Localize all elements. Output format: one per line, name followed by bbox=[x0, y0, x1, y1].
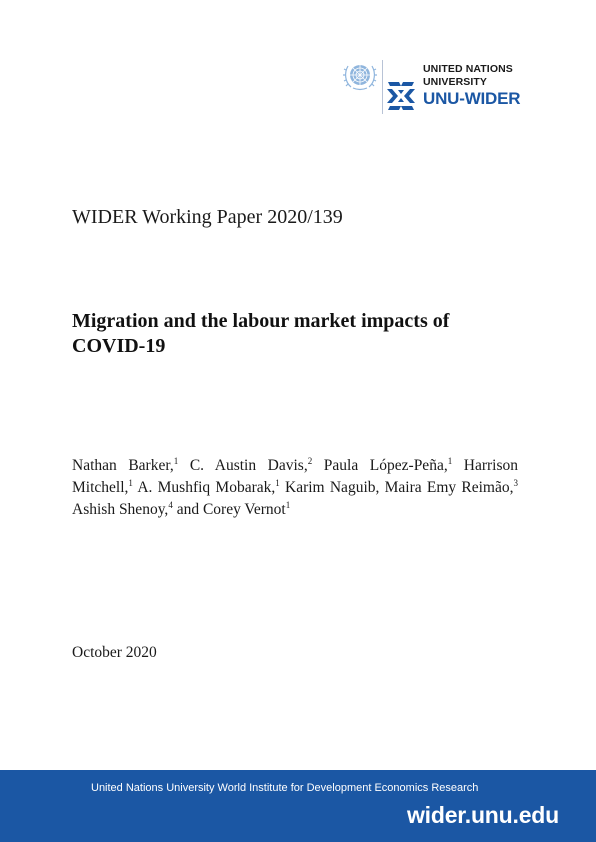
un-emblem-icon bbox=[343, 65, 377, 91]
affiliation-marker: 4 bbox=[168, 500, 173, 510]
affiliation-marker: 3 bbox=[513, 478, 519, 488]
affiliation-marker: 1 bbox=[447, 456, 453, 466]
affiliation-marker: 2 bbox=[307, 456, 313, 466]
affiliation-marker: 1 bbox=[275, 478, 280, 488]
author-name: C. Austin Davis, bbox=[189, 457, 308, 474]
author-name: Harrison Mitchell, bbox=[72, 457, 519, 496]
institute-name: United Nations University World Institut… bbox=[91, 782, 479, 794]
logo-text-united-nations: UNITED NATIONS bbox=[423, 63, 513, 75]
logo-text-university: UNIVERSITY bbox=[423, 76, 488, 88]
author-name: Karim Naguib, Maira Emy Reimão, bbox=[285, 479, 514, 496]
affiliation-marker: 1 bbox=[285, 500, 291, 510]
author-name: A. Mushfiq Mobarak, bbox=[137, 479, 276, 496]
affiliation-marker: 1 bbox=[128, 478, 133, 488]
website-link[interactable]: wider.unu.edu bbox=[406, 802, 559, 828]
logo-text-unu-wider: UNU-WIDER bbox=[423, 89, 521, 108]
unu-wider-logo: UNITED NATIONS UNIVERSITY UNU-WIDER bbox=[343, 58, 533, 118]
author-name: Nathan Barker, bbox=[72, 457, 174, 474]
paper-series-number: WIDER Working Paper 2020/139 bbox=[72, 206, 343, 228]
author-name: Ashish Shenoy, bbox=[72, 501, 169, 518]
affiliation-marker: 1 bbox=[173, 456, 179, 466]
unu-wider-mark-icon bbox=[387, 82, 415, 110]
paper-title: Migration and the labour market impacts … bbox=[72, 310, 450, 357]
author-list: Nathan Barker,1 C. Austin Davis,2 Paula … bbox=[72, 455, 518, 521]
footer-band: United Nations University World Institut… bbox=[0, 770, 596, 842]
logo-divider bbox=[382, 60, 383, 114]
author-name: and Corey Vernot bbox=[176, 501, 286, 518]
author-name: Paula López-Peña, bbox=[323, 457, 448, 474]
publication-date: October 2020 bbox=[72, 644, 157, 661]
